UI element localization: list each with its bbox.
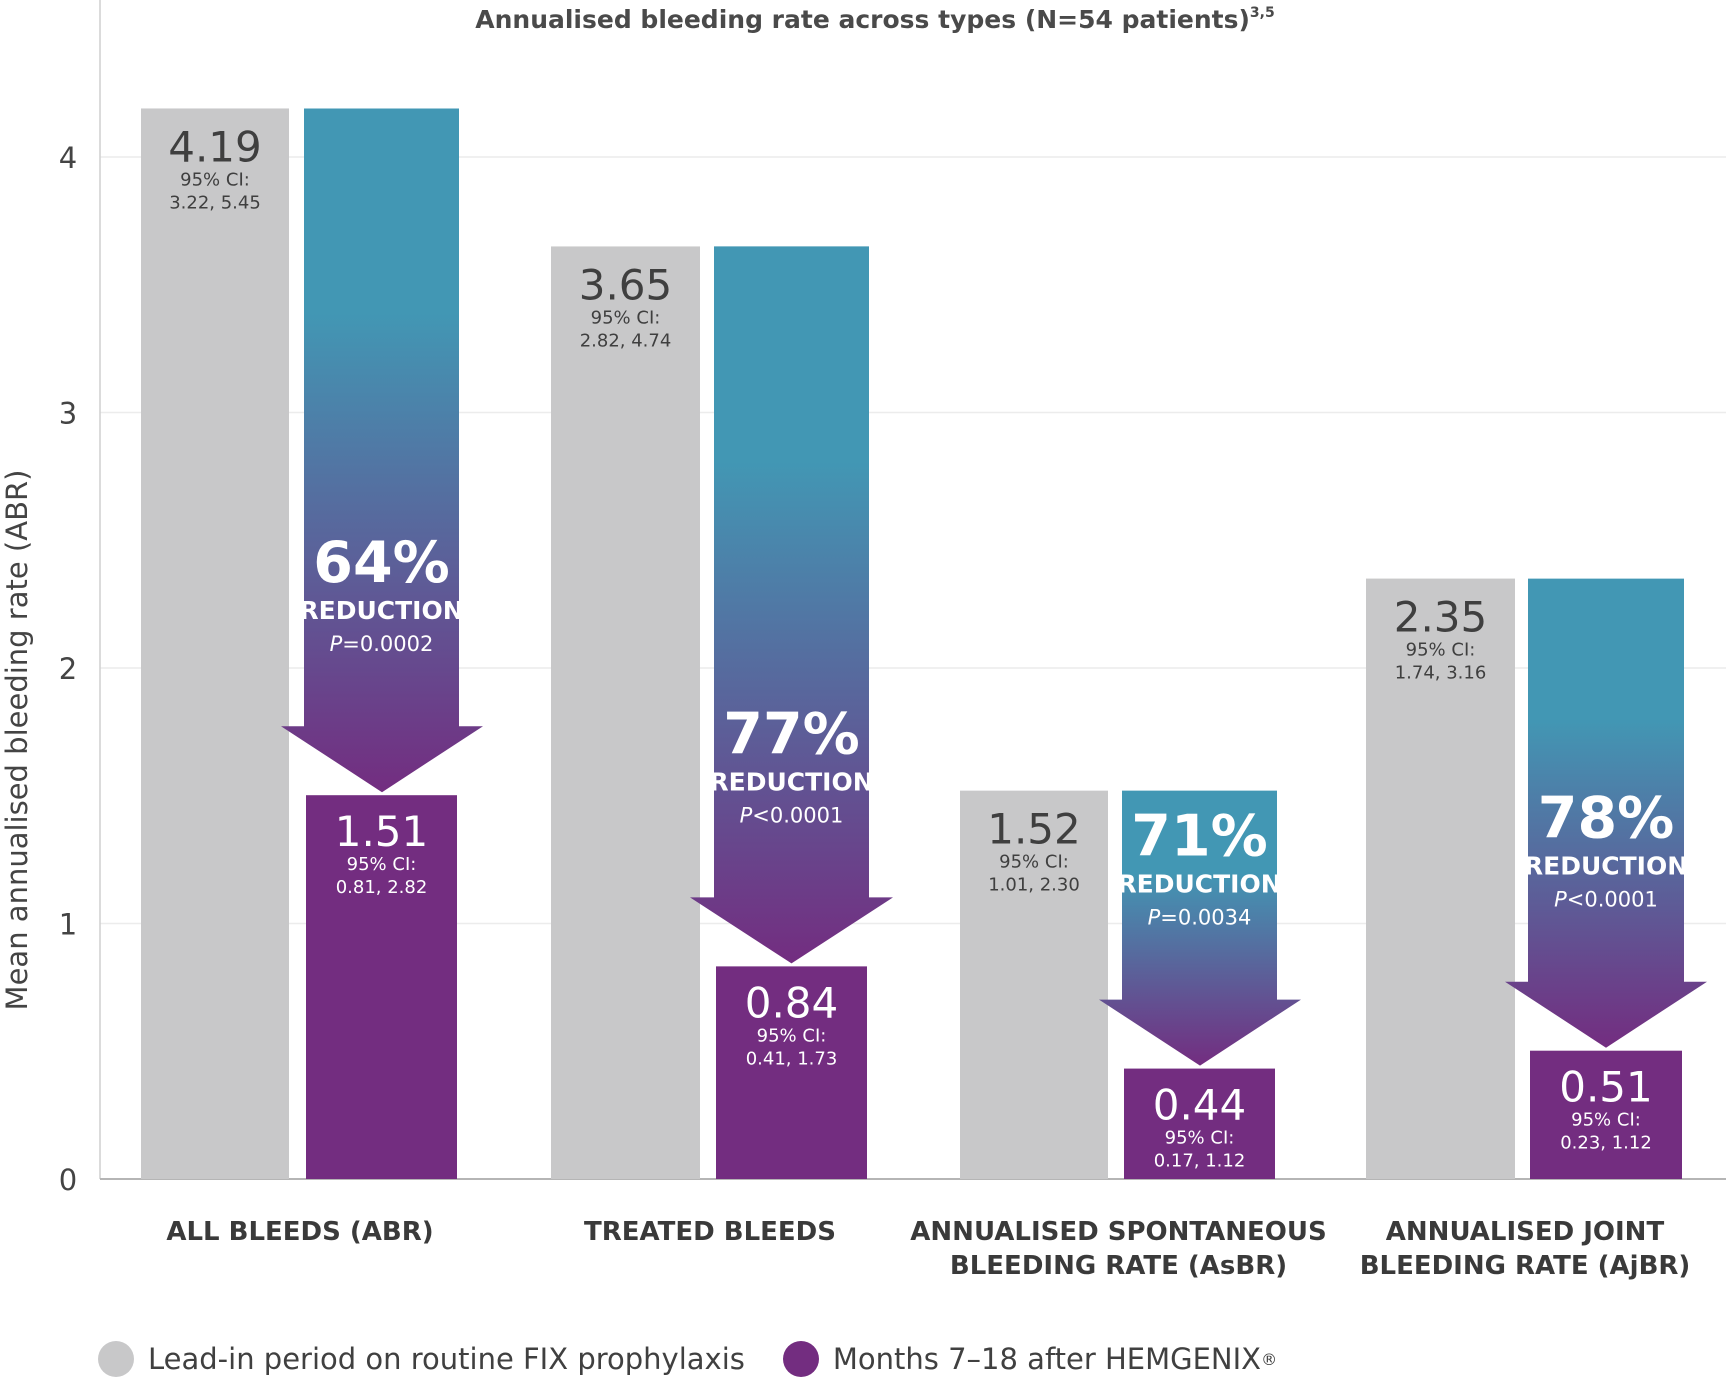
legend: Lead-in period on routine FIX prophylaxi… xyxy=(98,1341,1315,1377)
reduction-arrow xyxy=(1099,790,1301,1066)
reduction-percent: 71% xyxy=(1131,804,1267,870)
legend-item-hemgenix: Months 7–18 after HEMGENIX ® xyxy=(782,1341,1278,1377)
y-tick-label: 2 xyxy=(59,652,77,686)
ci-heading-lead-in: 95% CI: xyxy=(1406,640,1476,661)
ci-range-hemgenix: 0.23, 1.12 xyxy=(1560,1133,1652,1154)
value-label-hemgenix: 1.51 xyxy=(335,807,429,856)
ci-heading-hemgenix: 95% CI: xyxy=(1571,1110,1641,1131)
p-value: P<0.0001 xyxy=(740,803,844,827)
bar-hemgenix xyxy=(1124,1068,1275,1179)
ci-heading-lead-in: 95% CI: xyxy=(180,169,250,190)
bar-hemgenix xyxy=(716,966,867,1179)
reduction-percent: 64% xyxy=(313,530,449,596)
category-label: TREATED BLEEDS xyxy=(584,1217,836,1247)
ci-range-lead-in: 1.74, 3.16 xyxy=(1395,663,1487,684)
reduction-arrow xyxy=(281,108,483,793)
legend-swatch-purple xyxy=(782,1341,819,1377)
reduction-arrow xyxy=(690,246,893,964)
bar-hemgenix xyxy=(1530,1050,1682,1179)
ci-heading-hemgenix: 95% CI: xyxy=(757,1025,827,1046)
p-value: P<0.0001 xyxy=(1554,888,1658,912)
ci-range-lead-in: 1.01, 2.30 xyxy=(988,875,1080,896)
bar-lead-in xyxy=(960,790,1108,1179)
value-label-lead-in: 2.35 xyxy=(1394,593,1488,642)
ci-heading-hemgenix: 95% CI: xyxy=(347,854,417,875)
value-label-hemgenix: 0.44 xyxy=(1153,1081,1247,1130)
ci-heading-hemgenix: 95% CI: xyxy=(1165,1128,1235,1149)
value-label-lead-in: 3.65 xyxy=(579,260,673,309)
bar-lead-in xyxy=(1366,578,1515,1179)
legend-label-hemgenix: Months 7–18 after HEMGENIX xyxy=(832,1342,1262,1376)
ci-heading-lead-in: 95% CI: xyxy=(999,852,1069,873)
legend-registered-mark: ® xyxy=(1261,1349,1278,1369)
value-label-hemgenix: 0.84 xyxy=(745,978,839,1027)
category-label: ALL BLEEDS (ABR) xyxy=(166,1217,433,1247)
value-label-lead-in: 4.19 xyxy=(168,122,262,171)
y-tick-label: 3 xyxy=(59,397,77,431)
ci-heading-lead-in: 95% CI: xyxy=(591,307,661,328)
reduction-percent: 78% xyxy=(1538,786,1674,852)
value-label-hemgenix: 0.51 xyxy=(1559,1063,1653,1112)
legend-label-lead-in: Lead-in period on routine FIX prophylaxi… xyxy=(148,1342,745,1376)
ci-range-lead-in: 3.22, 5.45 xyxy=(169,192,261,213)
ci-range-lead-in: 2.82, 4.74 xyxy=(580,330,672,351)
category-label: ANNUALISED SPONTANEOUS xyxy=(910,1217,1326,1247)
reduction-label: REDUCTION xyxy=(709,767,873,796)
chart-title: Annualised bleeding rate across types (N… xyxy=(475,5,1274,34)
legend-item-lead-in: Lead-in period on routine FIX prophylaxi… xyxy=(98,1341,745,1377)
y-tick-label: 1 xyxy=(59,908,77,942)
category-label: ANNUALISED JOINT xyxy=(1386,1217,1665,1247)
y-tick-label: 0 xyxy=(59,1163,77,1197)
legend-swatch-grey xyxy=(98,1341,134,1377)
reduction-label: REDUCTION xyxy=(1524,852,1688,881)
ci-range-hemgenix: 0.81, 2.82 xyxy=(336,877,428,898)
bar-hemgenix xyxy=(306,795,457,1179)
y-axis-label: Mean annualised bleeding rate (ABR) xyxy=(0,470,34,1011)
bar-lead-in xyxy=(141,108,289,1180)
bar-lead-in xyxy=(551,246,700,1180)
reduction-arrow xyxy=(1505,578,1707,1048)
reduction-percent: 77% xyxy=(723,701,859,767)
y-tick-label: 4 xyxy=(59,141,77,175)
category-label: BLEEDING RATE (AsBR) xyxy=(950,1251,1287,1281)
category-label: BLEEDING RATE (AjBR) xyxy=(1360,1251,1691,1281)
p-value: P=0.0034 xyxy=(1148,906,1252,930)
value-label-lead-in: 1.52 xyxy=(987,805,1081,854)
ci-range-hemgenix: 0.17, 1.12 xyxy=(1154,1151,1246,1172)
p-value: P=0.0002 xyxy=(330,632,434,656)
ci-range-hemgenix: 0.41, 1.73 xyxy=(746,1048,838,1069)
reduction-label: REDUCTION xyxy=(1117,870,1281,899)
reduction-label: REDUCTION xyxy=(299,596,463,625)
